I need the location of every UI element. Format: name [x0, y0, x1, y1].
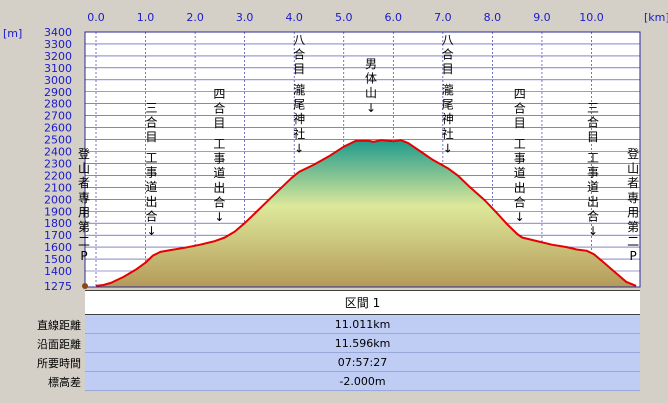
- y-tick-label: 2600: [44, 122, 72, 135]
- elevation-chart: 0.0 1.0 2.0 3.0 4.0 5.0 6.0 7.0 8.0 9.0 10.0 14001…: [3, 11, 668, 290]
- x-tick-label: 6.0: [385, 11, 403, 24]
- annotation-label: 八合目: [442, 33, 454, 76]
- y-tick-label: 2100: [44, 181, 72, 194]
- y-tick-label: 2300: [44, 157, 72, 170]
- y-tick-label: 2700: [44, 110, 72, 123]
- annotation-label: 工事道出合↓: [213, 137, 225, 224]
- summary-value: 11.596km: [85, 335, 640, 353]
- section-header: 区間 1: [85, 290, 640, 315]
- y-tick-label: 2800: [44, 98, 72, 111]
- summary-row: 沿面距離 11.596km: [0, 335, 668, 354]
- summary-row: 直線距離 11.011km: [0, 316, 668, 335]
- y-tick-label: 1500: [44, 253, 72, 266]
- x-tick-label: 9.0: [533, 11, 551, 24]
- summary-label: 標高差: [48, 376, 81, 389]
- x-tick-label: 0.0: [87, 11, 105, 24]
- annotation-label: 四合目: [213, 87, 225, 130]
- summary-label: 所要時間: [37, 357, 81, 370]
- summary-value: 11.011km: [85, 316, 640, 334]
- summary-row: 所要時間 07:57:27: [0, 354, 668, 373]
- annotation-label: 瀧尾神社↓: [442, 83, 454, 155]
- elevation-area-fill: [96, 140, 637, 287]
- section-summary: 区間 1 直線距離 11.011km 沿面距離 11.596km 所要時間 07…: [0, 290, 668, 403]
- y-axis-ticks: 1400150016001700180019002000210022002300…: [44, 26, 72, 290]
- x-tick-label: 8.0: [484, 11, 502, 24]
- plot-frame: [84, 31, 641, 288]
- y-tick-label: 1900: [44, 205, 72, 218]
- annotation-label: 三合目: [587, 101, 599, 144]
- x-tick-label: 4.0: [285, 11, 303, 24]
- y-tick-label: 2900: [44, 86, 72, 99]
- x-tick-label: 3.0: [236, 11, 254, 24]
- y-tick-label: 2400: [44, 146, 72, 159]
- elevation-line: [95, 139, 637, 287]
- annotation-label: 八合目: [293, 33, 305, 76]
- annotation-label: 男体山↓: [365, 57, 377, 115]
- annotation-label: 登山者専用第二 P: [627, 146, 639, 263]
- y-tick-label: 3400: [44, 26, 72, 39]
- y-tick-label: 3300: [44, 38, 72, 51]
- y-tick-label: 1700: [44, 229, 72, 242]
- y-tick-label: 1275: [44, 280, 72, 290]
- annotation-label: 工事道出合↓: [587, 151, 599, 238]
- annotation-label: 工事道出合↓: [514, 137, 526, 224]
- summary-value: 07:57:27: [85, 354, 640, 372]
- y-tick-label: 2200: [44, 169, 72, 182]
- annotation-label: 三合目: [145, 101, 157, 144]
- x-tick-label: 1.0: [137, 11, 155, 24]
- y-tick-label: 3100: [44, 62, 72, 75]
- summary-label: 沿面距離: [37, 338, 81, 351]
- x-axis-ticks: 0.0 1.0 2.0 3.0 4.0 5.0 6.0 7.0 8.0 9.0 10.0: [87, 11, 604, 24]
- y-tick-label: 3200: [44, 50, 72, 63]
- annotation-label: 四合目: [514, 87, 526, 130]
- x-tick-label: 10.0: [579, 11, 604, 24]
- y-tick-label: 1600: [44, 241, 72, 254]
- x-tick-label: 2.0: [186, 11, 204, 24]
- x-tick-label: 7.0: [434, 11, 452, 24]
- x-axis-unit: [km]: [644, 11, 668, 24]
- summary-row: 標高差 -2.000m: [0, 373, 668, 392]
- annotation-label: 工事道出合↓: [145, 151, 157, 238]
- y-axis-unit: [m]: [3, 27, 22, 40]
- summary-value: -2.000m: [85, 373, 640, 391]
- start-marker: [82, 283, 88, 289]
- summary-table-body: [85, 316, 640, 392]
- y-tick-label: 3000: [44, 74, 72, 87]
- y-tick-label: 2000: [44, 193, 72, 206]
- y-tick-label: 1800: [44, 217, 72, 230]
- annotation-label: 登山者専用第二 P: [78, 146, 90, 263]
- x-tick-label: 5.0: [335, 11, 353, 24]
- annotation-label: 瀧尾神社↓: [293, 83, 305, 155]
- y-tick-label: 1400: [44, 265, 72, 278]
- y-tick-label: 2500: [44, 134, 72, 147]
- summary-label: 直線距離: [37, 319, 81, 332]
